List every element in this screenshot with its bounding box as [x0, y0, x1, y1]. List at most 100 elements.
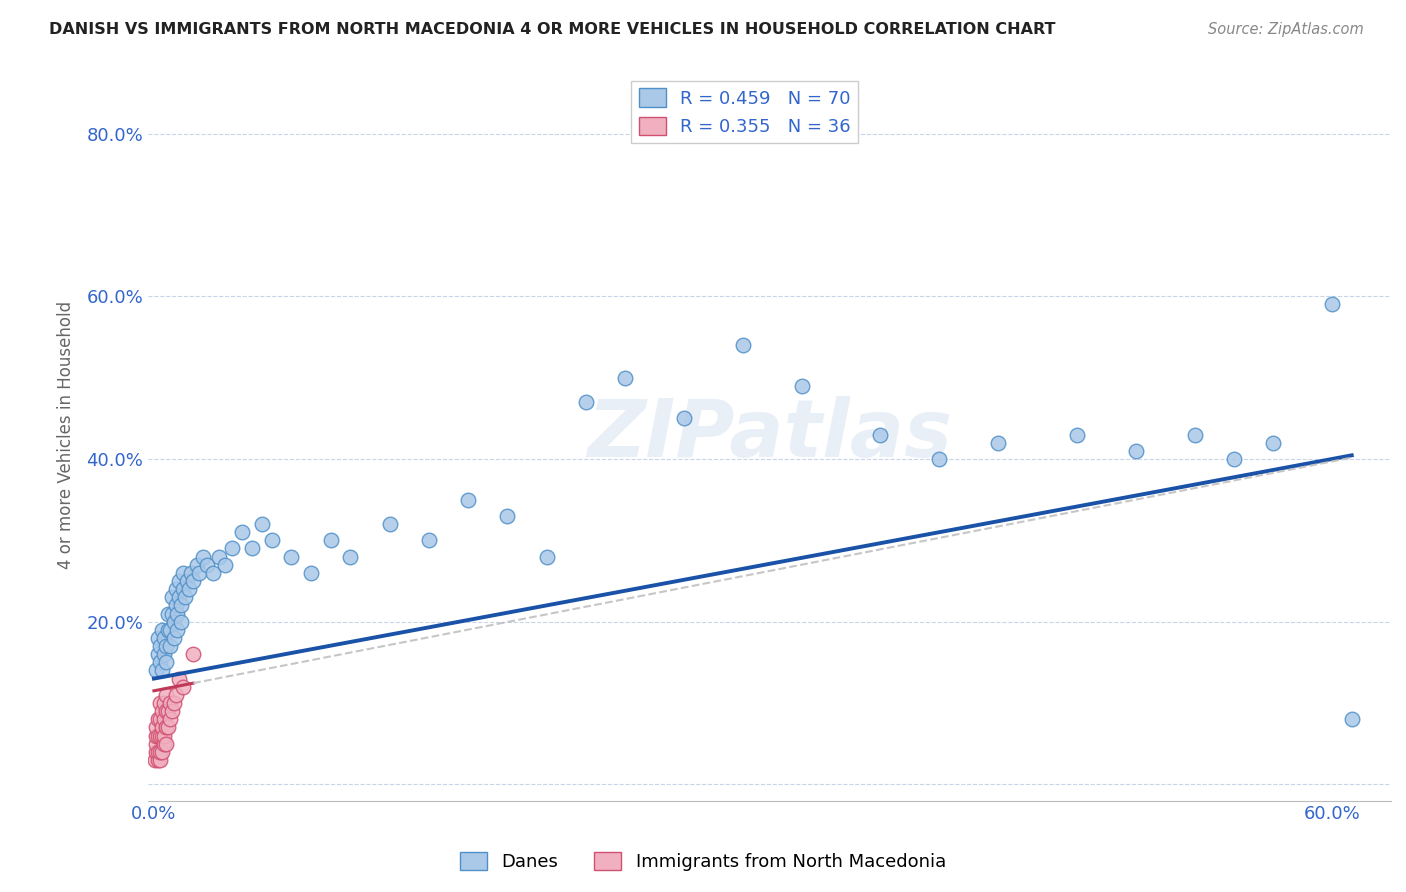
Point: [221, 541, 243, 556]
Point: [869, 427, 891, 442]
Point: [575, 395, 598, 409]
Point: [162, 696, 184, 710]
Point: [1066, 427, 1088, 442]
Point: [339, 549, 361, 564]
Point: [149, 656, 172, 670]
Point: [149, 753, 172, 767]
Point: [1340, 712, 1362, 726]
Point: [188, 566, 211, 580]
Point: [155, 704, 177, 718]
Point: [159, 712, 181, 726]
Point: [169, 591, 191, 605]
Point: [156, 720, 179, 734]
Point: [169, 574, 191, 588]
Point: [1223, 452, 1246, 467]
Point: [152, 712, 174, 726]
Point: [145, 664, 167, 678]
Point: [146, 631, 169, 645]
Point: [159, 623, 181, 637]
Legend: Danes, Immigrants from North Macedonia: Danes, Immigrants from North Macedonia: [453, 845, 953, 879]
Point: [165, 688, 187, 702]
Point: [152, 647, 174, 661]
Point: [180, 566, 202, 580]
Point: [208, 549, 231, 564]
Point: [260, 533, 283, 548]
Point: [378, 516, 401, 531]
Point: [155, 688, 177, 702]
Point: [1263, 435, 1285, 450]
Point: [166, 607, 188, 621]
Point: [1320, 297, 1343, 311]
Point: [145, 745, 167, 759]
Point: [146, 729, 169, 743]
Point: [179, 582, 201, 596]
Point: [159, 696, 181, 710]
Point: [169, 672, 191, 686]
Point: [149, 712, 172, 726]
Point: [159, 639, 181, 653]
Point: [155, 737, 177, 751]
Point: [496, 508, 519, 523]
Point: [319, 533, 342, 548]
Point: [162, 631, 184, 645]
Point: [160, 704, 183, 718]
Point: [176, 574, 198, 588]
Text: ZIPatlas: ZIPatlas: [588, 395, 952, 474]
Point: [155, 720, 177, 734]
Point: [280, 549, 302, 564]
Point: [155, 639, 177, 653]
Point: [170, 615, 193, 629]
Point: [418, 533, 440, 548]
Point: [160, 591, 183, 605]
Point: [155, 656, 177, 670]
Point: [152, 631, 174, 645]
Point: [149, 639, 172, 653]
Point: [240, 541, 263, 556]
Point: [172, 680, 194, 694]
Point: [181, 647, 204, 661]
Point: [165, 599, 187, 613]
Text: Source: ZipAtlas.com: Source: ZipAtlas.com: [1208, 22, 1364, 37]
Point: [149, 745, 172, 759]
Point: [150, 704, 173, 718]
Point: [170, 599, 193, 613]
Point: [145, 737, 167, 751]
Point: [150, 664, 173, 678]
Point: [250, 516, 273, 531]
Point: [299, 566, 322, 580]
Point: [156, 607, 179, 621]
Point: [152, 729, 174, 743]
Point: [146, 753, 169, 767]
Point: [143, 753, 166, 767]
Point: [174, 591, 197, 605]
Point: [790, 378, 813, 392]
Point: [146, 647, 169, 661]
Point: [186, 558, 208, 572]
Point: [166, 623, 188, 637]
Point: [150, 729, 173, 743]
Y-axis label: 4 or more Vehicles in Household: 4 or more Vehicles in Household: [58, 301, 75, 568]
Point: [149, 729, 172, 743]
Point: [146, 745, 169, 759]
Point: [152, 737, 174, 751]
Point: [172, 566, 194, 580]
Point: [145, 729, 167, 743]
Point: [191, 549, 214, 564]
Legend: R = 0.459   N = 70, R = 0.355   N = 36: R = 0.459 N = 70, R = 0.355 N = 36: [631, 81, 858, 144]
Point: [731, 338, 754, 352]
Point: [150, 623, 173, 637]
Point: [150, 745, 173, 759]
Point: [145, 720, 167, 734]
Point: [149, 696, 172, 710]
Point: [146, 712, 169, 726]
Point: [1184, 427, 1206, 442]
Point: [160, 607, 183, 621]
Point: [536, 549, 558, 564]
Point: [1125, 443, 1147, 458]
Point: [201, 566, 224, 580]
Point: [195, 558, 218, 572]
Point: [673, 411, 696, 425]
Point: [231, 525, 253, 540]
Point: [457, 492, 479, 507]
Point: [150, 720, 173, 734]
